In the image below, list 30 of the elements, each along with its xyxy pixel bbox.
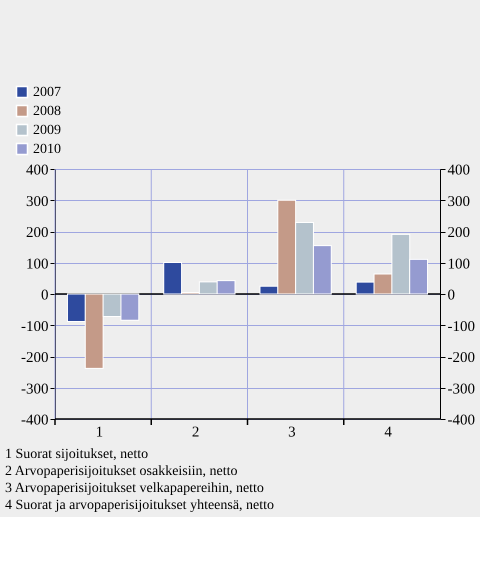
y2-tick-label: 0: [448, 288, 455, 304]
y2-tick-label: -200: [448, 350, 475, 366]
y-tick-label: -300: [21, 381, 48, 398]
x-tick-label: 1: [96, 424, 104, 440]
y-tick-label: -100: [21, 318, 48, 335]
y-tick-label: -400: [21, 412, 48, 428]
text: 4 Suorat ja arvopaperisijoitukset yhteensä, netto: [5, 498, 274, 513]
y-tick-label: 300: [26, 194, 48, 210]
y2-tick-label: 100: [448, 256, 470, 272]
y2-tick-label: 200: [448, 225, 470, 241]
legend-label: 2007: [33, 85, 61, 100]
y2-tick-label: -100: [448, 318, 475, 335]
x-tick-label: 3: [288, 424, 296, 440]
legend-label: 2009: [33, 123, 61, 138]
y2-tick-label: 300: [448, 194, 470, 210]
text: 2 Arvopaperisijoitukset osakkeisiin, netto: [5, 464, 238, 479]
x-tick-label: 4: [384, 424, 392, 440]
y-tick-label: 400: [26, 162, 48, 178]
x-tick-label: 2: [192, 424, 200, 440]
y-tick-label: 100: [26, 256, 48, 272]
y-tick-label: 200: [26, 225, 48, 241]
legend-label: 2010: [33, 142, 61, 157]
y2-tick-label: -400: [448, 412, 475, 428]
y2-tick-label: -300: [448, 381, 475, 398]
legend-label: 2008: [33, 104, 61, 119]
y2-tick-label: 400: [448, 162, 470, 178]
text: 1 Suorat sijoitukset, netto: [5, 447, 148, 462]
y-tick-label: 0: [41, 288, 48, 304]
y-tick-label: -200: [21, 350, 48, 366]
text: 3 Arvopaperisijoitukset velkapapereihin, netto: [5, 481, 264, 496]
